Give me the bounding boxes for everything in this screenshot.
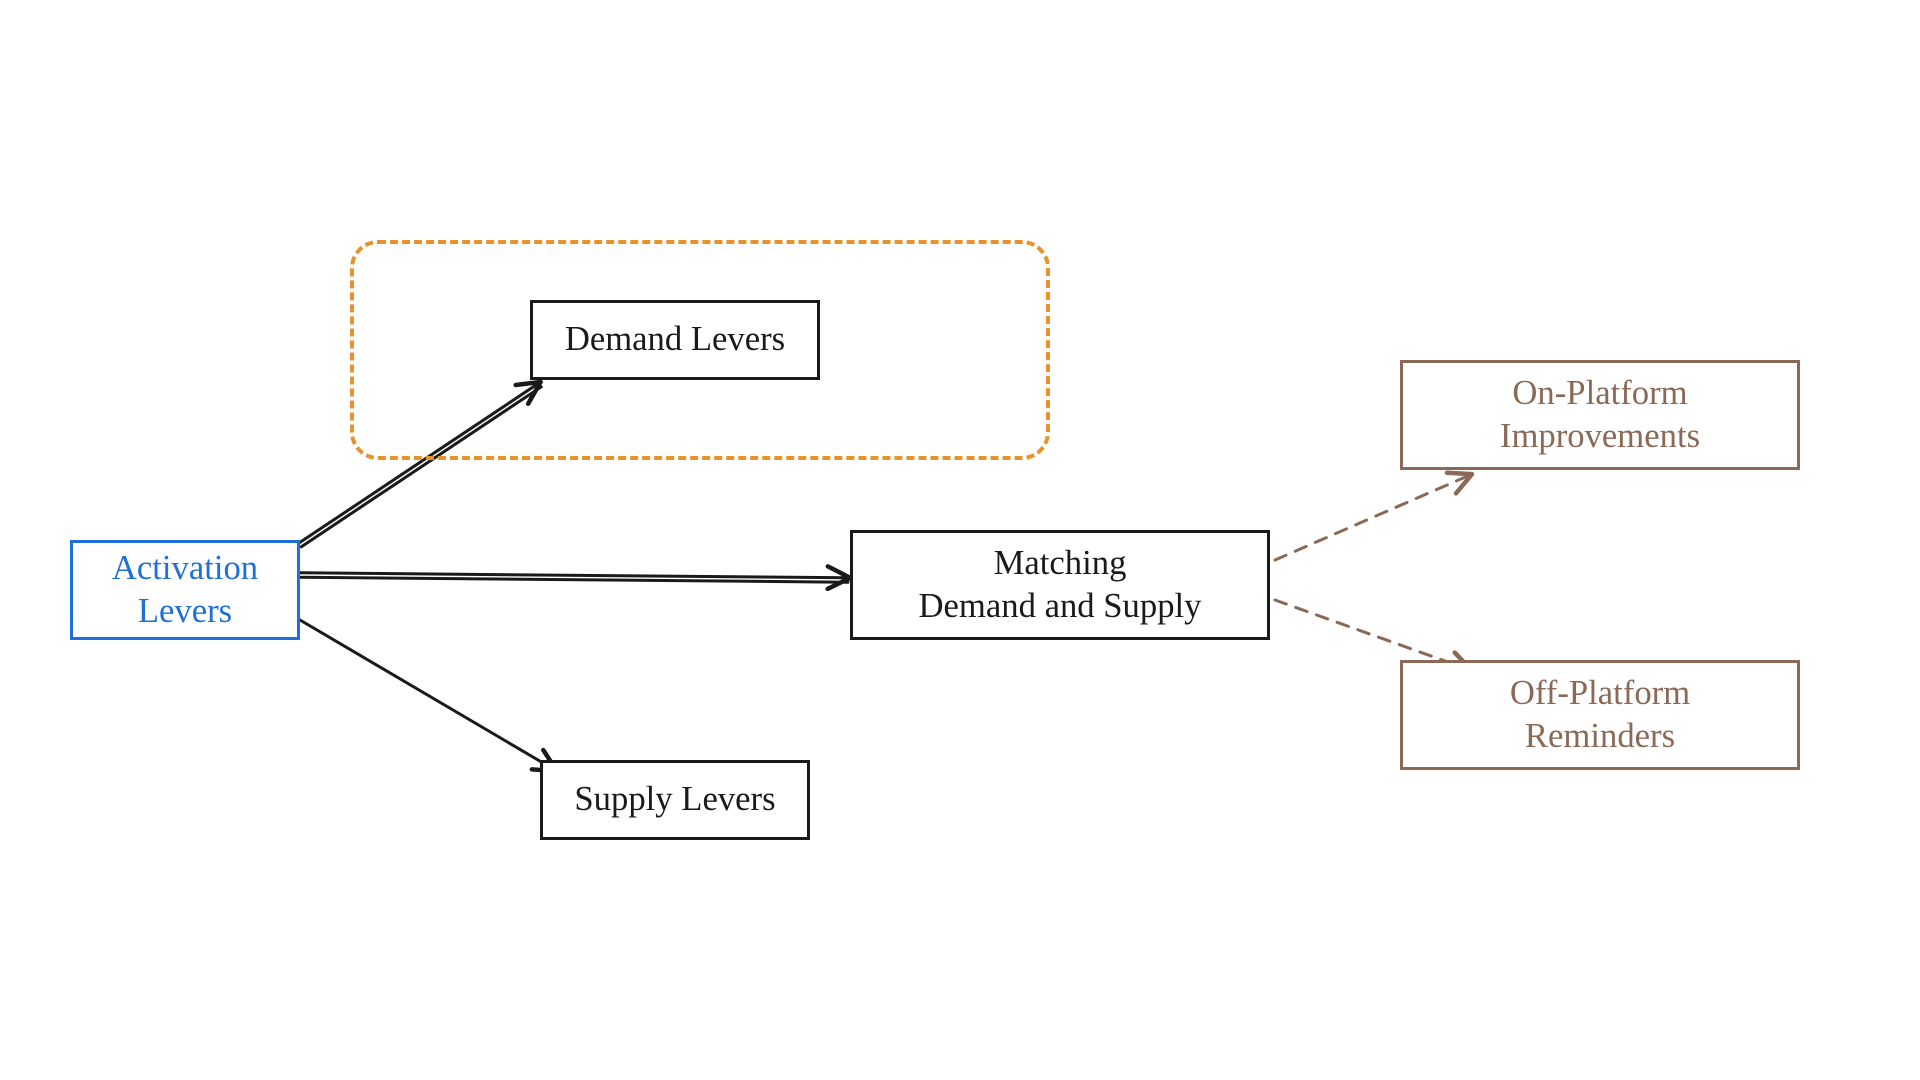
node-matching: Matching Demand and Supply bbox=[850, 530, 1270, 640]
diagram-stage: Activation Levers Demand Levers Supply L… bbox=[0, 0, 1920, 1080]
node-label: Off-Platform Reminders bbox=[1510, 672, 1690, 759]
node-supply-levers: Supply Levers bbox=[540, 760, 810, 840]
node-activation-levers: Activation Levers bbox=[70, 540, 300, 640]
edge-act-to-matching bbox=[300, 573, 848, 578]
node-label: On-Platform Improvements bbox=[1500, 372, 1700, 459]
node-on-platform: On-Platform Improvements bbox=[1400, 360, 1800, 470]
node-label: Matching Demand and Supply bbox=[919, 542, 1202, 629]
node-label: Supply Levers bbox=[574, 778, 775, 821]
node-off-platform: Off-Platform Reminders bbox=[1400, 660, 1800, 770]
node-label: Activation Levers bbox=[112, 547, 258, 634]
node-label: Demand Levers bbox=[565, 318, 785, 361]
edge-match-to-on bbox=[1275, 475, 1470, 560]
edge-act-to-supply bbox=[300, 620, 555, 770]
edge-act-to-matching bbox=[300, 577, 848, 582]
node-demand-levers: Demand Levers bbox=[530, 300, 820, 380]
